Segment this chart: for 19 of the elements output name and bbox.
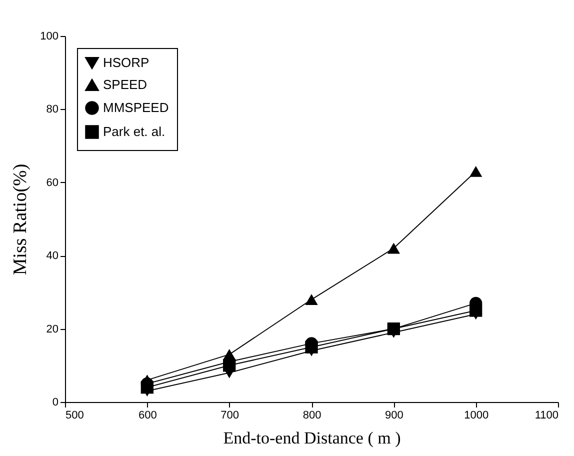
y-tick-label: 20 (46, 323, 58, 336)
x-tick-label: 500 (66, 410, 84, 422)
legend-label: Park et. al. (103, 124, 166, 139)
y-tick-label: 0 (52, 396, 58, 408)
y-tick-label: 100 (40, 30, 58, 42)
x-tick-label: 600 (138, 410, 157, 422)
y-tick-label: 60 (46, 176, 58, 189)
legend-label: SPEED (103, 77, 148, 92)
x-tick-label: 900 (384, 410, 404, 422)
y-axis-title: Miss Ratio(%) (10, 164, 32, 276)
y-tick-label: 80 (46, 104, 58, 116)
legend-label: MMSPEED (103, 100, 169, 115)
x-tick-label: 1100 (534, 410, 558, 422)
x-tick-label: 1000 (464, 410, 489, 422)
y-tick-label: 40 (46, 250, 58, 262)
x-tick-label: 800 (302, 410, 322, 422)
legend-label: HSORP (103, 55, 150, 70)
x-axis-title: End-to-end Distance ( m ) (223, 428, 401, 448)
x-tick-label: 700 (220, 410, 240, 422)
